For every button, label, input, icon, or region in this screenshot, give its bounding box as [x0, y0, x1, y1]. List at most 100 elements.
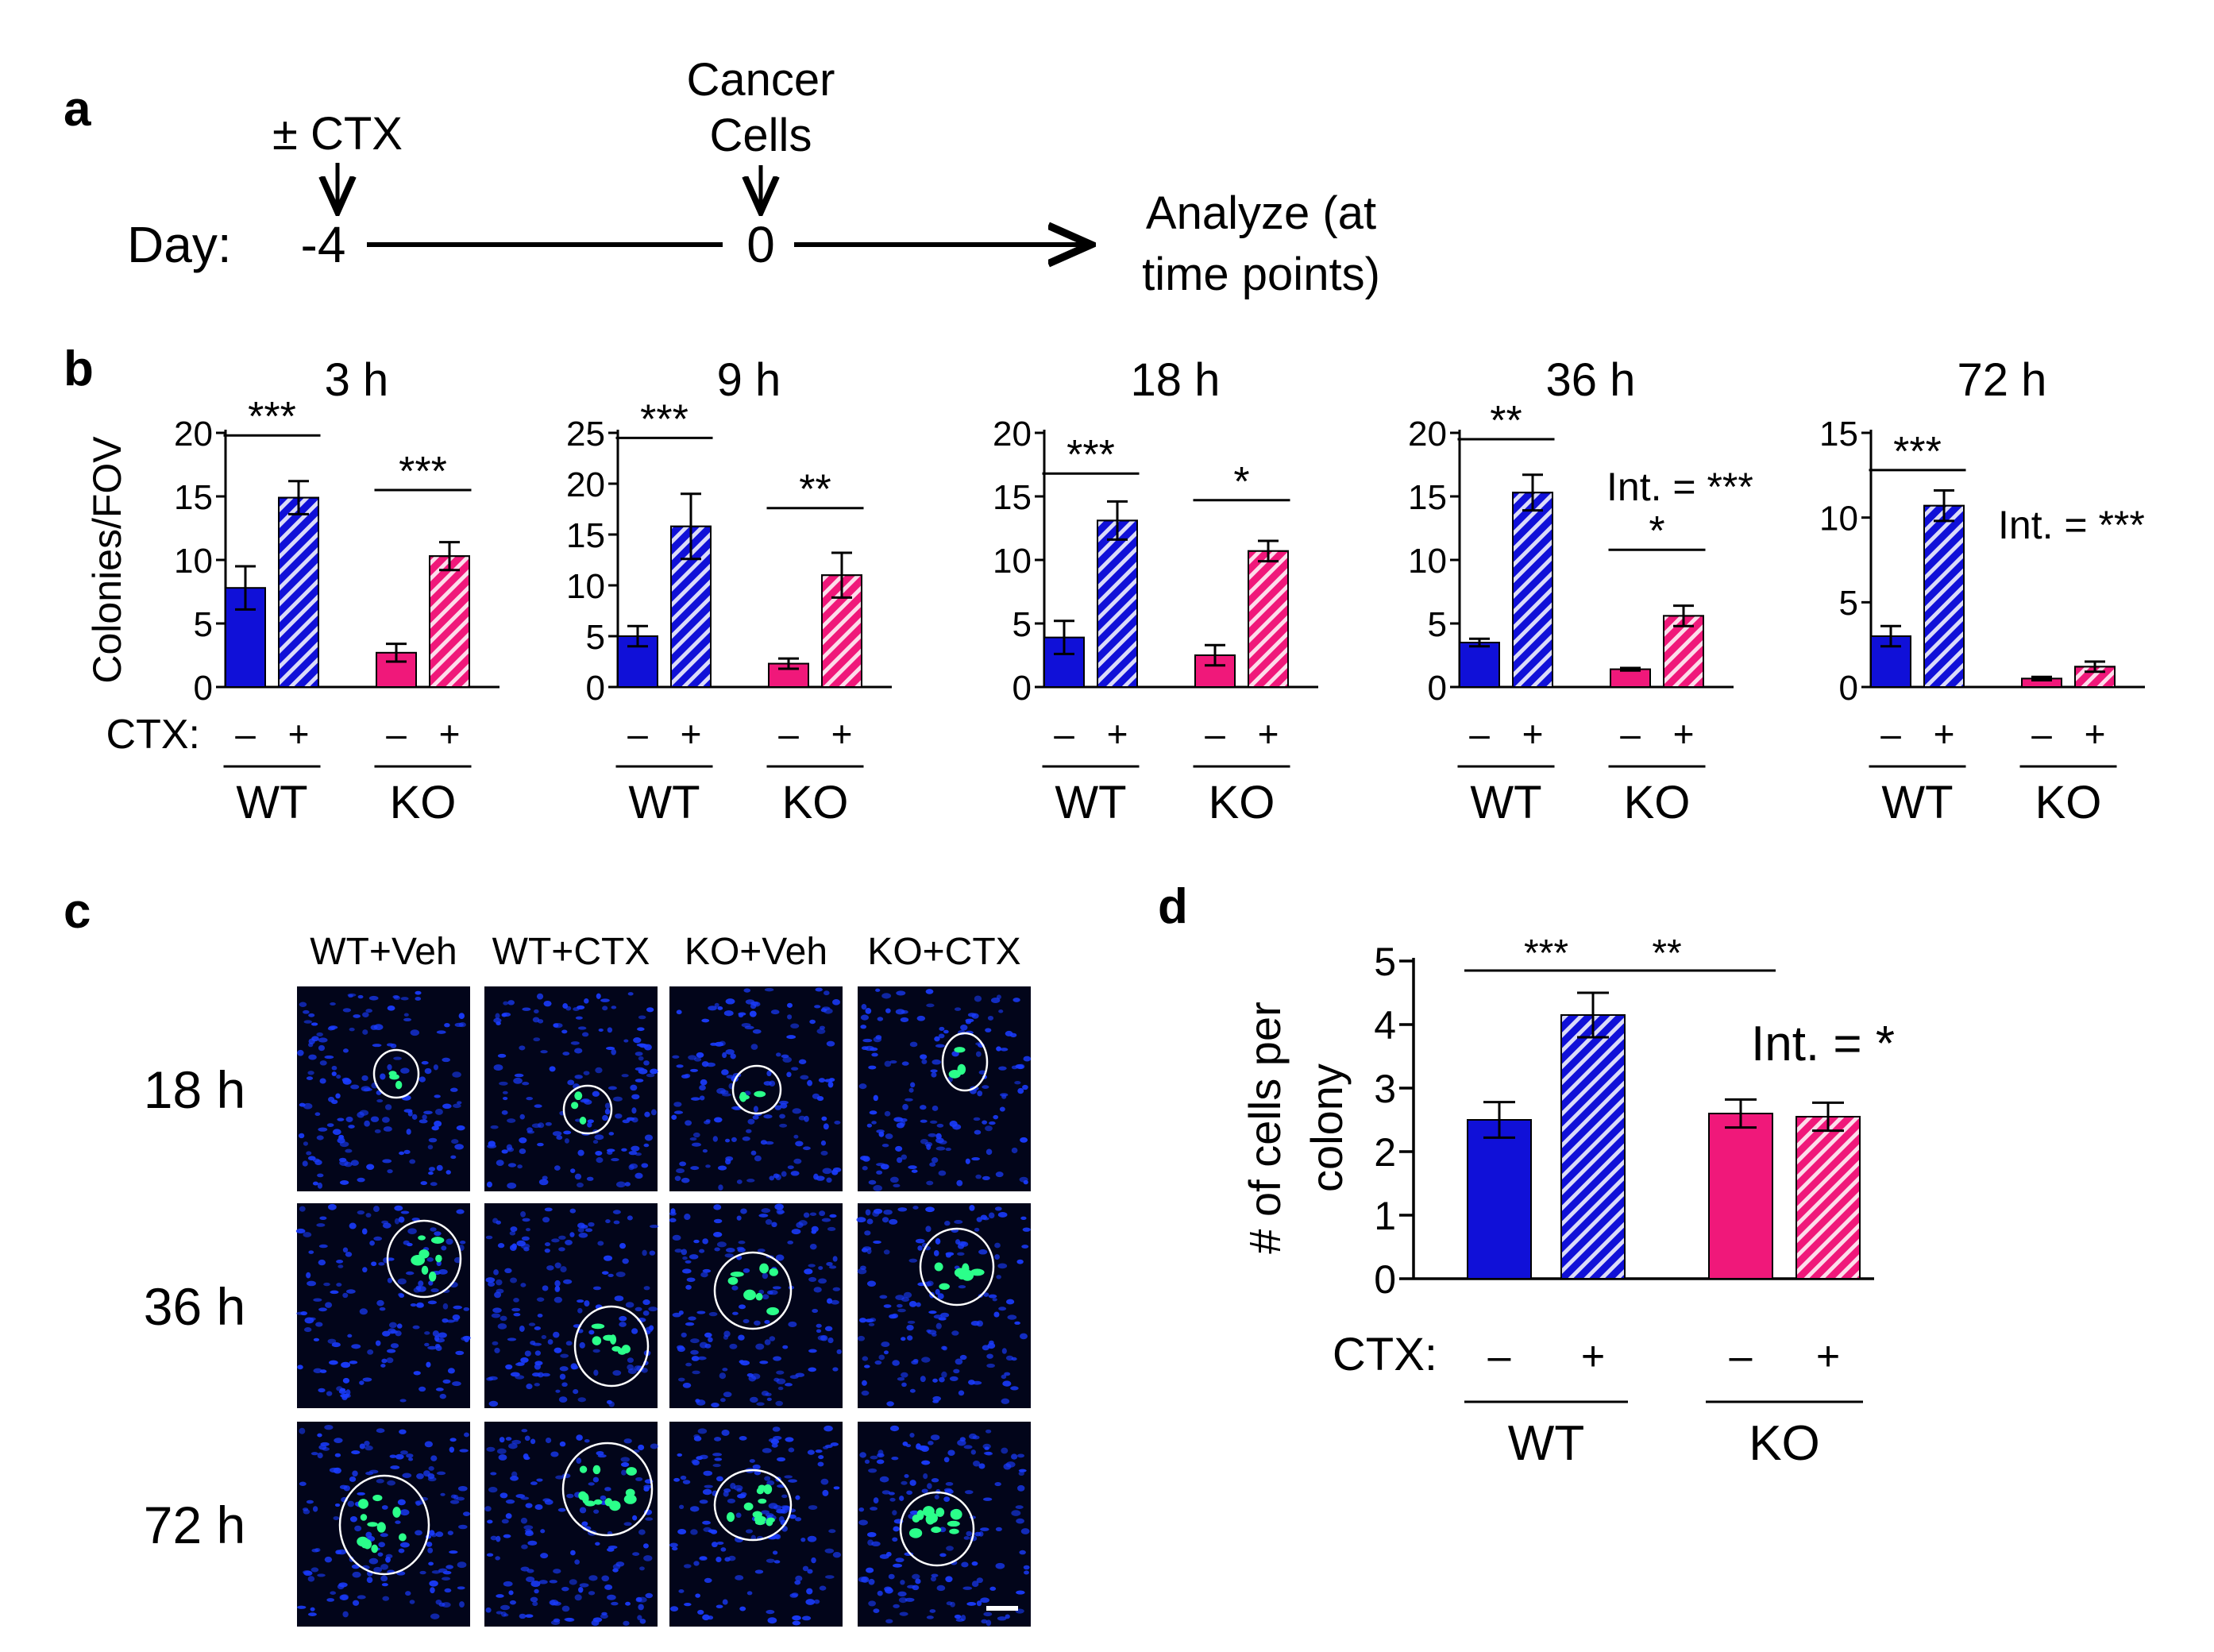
nucleus — [450, 1494, 457, 1499]
ctx-sign: – — [1488, 1334, 1511, 1380]
nucleus — [382, 1596, 390, 1601]
nucleus — [511, 1307, 521, 1312]
row-label: 18 h — [144, 1060, 245, 1119]
nucleus — [792, 1108, 802, 1114]
nucleus — [613, 1220, 620, 1225]
nucleus — [824, 1425, 833, 1432]
nucleus — [318, 1244, 328, 1249]
nucleus — [364, 1441, 370, 1446]
nucleus — [643, 1143, 650, 1148]
nucleus — [965, 1020, 972, 1025]
cancer-cell — [574, 1091, 583, 1101]
nucleus — [674, 1175, 681, 1181]
nucleus — [530, 1481, 538, 1485]
nucleus — [816, 1323, 822, 1328]
nucleus — [526, 1127, 533, 1133]
nucleus — [982, 1175, 990, 1180]
nucleus — [815, 987, 823, 992]
nucleus — [702, 1238, 708, 1245]
nucleus — [738, 1334, 745, 1341]
nucleus — [714, 1247, 720, 1252]
nucleus — [669, 1211, 677, 1216]
nucleus — [739, 1360, 745, 1364]
nucleus — [821, 1116, 827, 1121]
cancer-cell — [421, 1265, 429, 1275]
nucleus — [645, 1326, 654, 1333]
colony-circle — [941, 1032, 989, 1092]
cancer-cell — [726, 1511, 735, 1523]
nucleus — [931, 1573, 939, 1577]
column-header: WT+CTX — [492, 931, 650, 973]
nucleus — [497, 1053, 507, 1058]
nucleus — [736, 1488, 742, 1492]
nucleus — [901, 1382, 907, 1388]
nucleus — [543, 1000, 552, 1007]
nucleus — [768, 1503, 778, 1509]
nucleus — [345, 1251, 353, 1257]
y-tick-label: 5 — [586, 618, 605, 657]
cancer-cell — [623, 1494, 637, 1504]
micrograph-tile — [669, 1422, 843, 1627]
nucleus — [581, 1032, 589, 1037]
nucleus — [765, 1141, 774, 1145]
nucleus — [649, 1225, 659, 1229]
nucleus — [717, 1006, 723, 1010]
nucleus — [522, 1007, 531, 1011]
nucleus — [615, 1272, 626, 1277]
nucleus — [567, 1079, 575, 1086]
nucleus — [822, 1489, 829, 1496]
nucleus — [553, 1022, 563, 1029]
nucleus — [754, 1569, 764, 1574]
nucleus — [876, 1459, 885, 1465]
nucleus — [330, 1002, 336, 1006]
nucleus — [710, 1042, 717, 1046]
nucleus — [993, 1311, 1000, 1318]
nucleus — [921, 1357, 931, 1363]
nucleus — [498, 1454, 507, 1461]
row-label: 36 h — [144, 1277, 245, 1336]
nucleus — [736, 1179, 742, 1184]
nucleus — [682, 1382, 692, 1388]
nucleus — [507, 1118, 516, 1123]
nucleus — [554, 1262, 561, 1268]
nucleus — [559, 1441, 566, 1447]
nucleus — [562, 1279, 573, 1284]
nucleus — [648, 1307, 658, 1312]
nucleus — [873, 1240, 881, 1245]
nucleus — [795, 1495, 800, 1500]
nucleus — [433, 1064, 439, 1071]
nucleus — [879, 1295, 888, 1299]
nucleus — [716, 1541, 724, 1545]
ctx-sign: + — [1673, 713, 1695, 755]
nucleus — [685, 1322, 695, 1326]
nucleus — [604, 1108, 611, 1115]
nucleus — [413, 1371, 421, 1376]
nucleus — [501, 1149, 508, 1154]
nucleus — [411, 1114, 418, 1120]
nucleus — [418, 1386, 426, 1392]
nucleus — [537, 1122, 545, 1129]
significance-stars: *** — [640, 396, 688, 442]
nucleus — [892, 1510, 897, 1515]
nucleus — [681, 1177, 690, 1183]
nucleus — [593, 1509, 600, 1514]
nucleus — [935, 1146, 946, 1151]
nucleus — [459, 1240, 466, 1245]
nucleus — [544, 1499, 554, 1505]
nucleus — [432, 1330, 439, 1337]
nucleus — [785, 1437, 794, 1442]
nucleus — [980, 1527, 989, 1531]
nucleus — [507, 1163, 517, 1168]
nucleus — [741, 1022, 751, 1028]
nucleus — [769, 1336, 776, 1341]
nucleus — [619, 1322, 627, 1327]
nucleus — [581, 1521, 588, 1527]
day-label: Day: — [127, 216, 232, 273]
nucleus — [384, 1104, 392, 1110]
nucleus — [375, 1340, 381, 1346]
nucleus — [791, 1229, 801, 1235]
cancer-cell — [766, 1307, 780, 1316]
nucleus — [764, 1319, 770, 1324]
nucleus — [903, 1291, 912, 1299]
group-label: WT — [1881, 777, 1953, 828]
